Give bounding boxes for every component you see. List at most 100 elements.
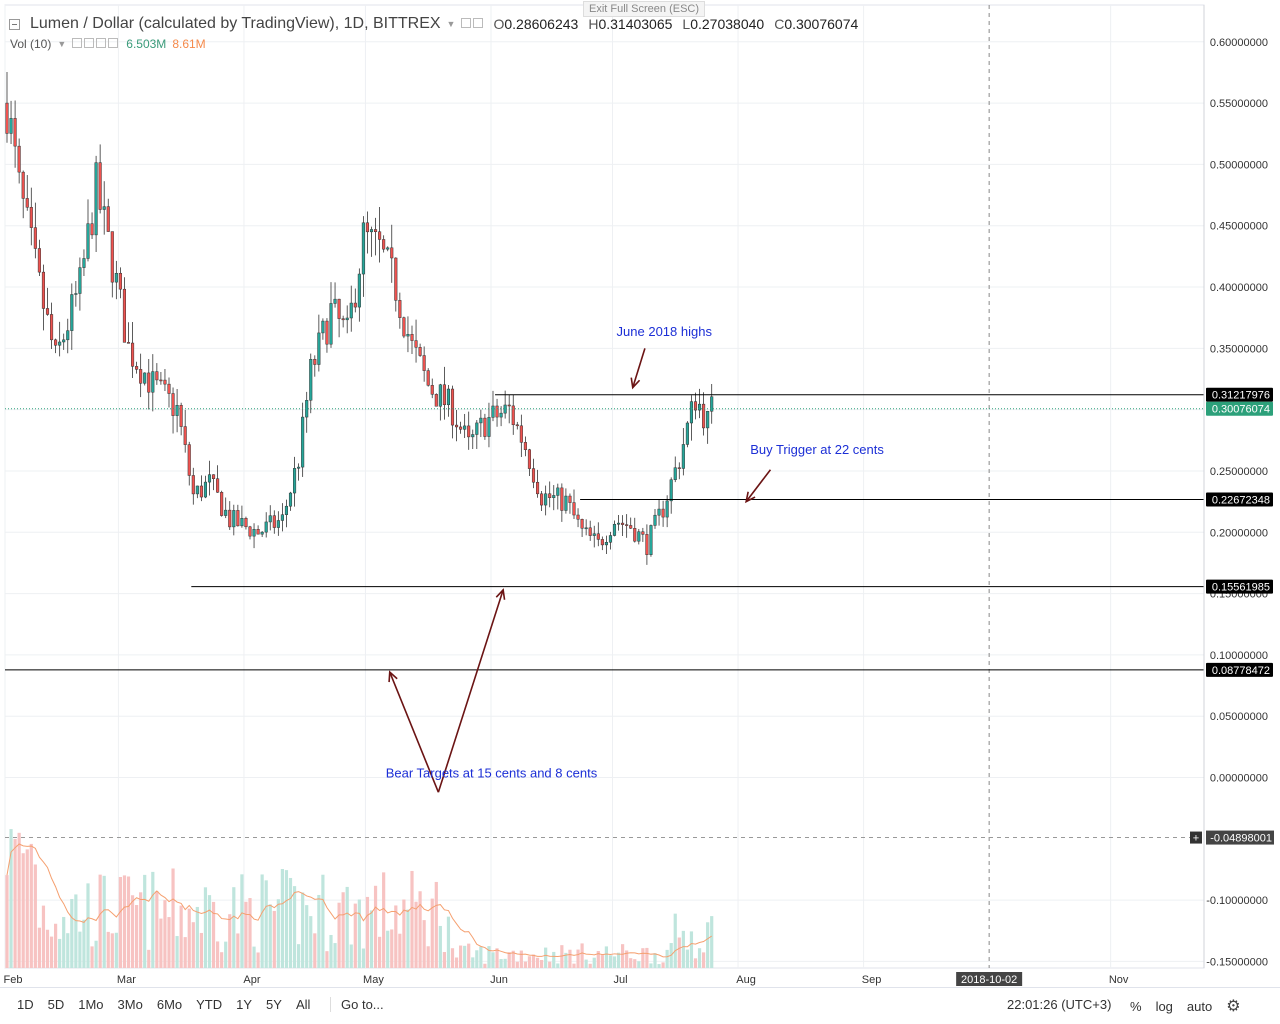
volume-bar	[175, 936, 179, 968]
volume-bar	[369, 910, 374, 968]
chevron-down-icon[interactable]: ▼	[446, 19, 456, 29]
period-1y[interactable]: 1Y	[236, 997, 253, 1012]
candle-body	[382, 239, 386, 250]
candle-body	[426, 370, 430, 386]
date-marker-label: 2018-10-02	[961, 974, 1017, 986]
candle-body	[434, 394, 438, 407]
period-5d[interactable]: 5D	[47, 997, 65, 1012]
candle-body	[131, 342, 135, 367]
gear-icon[interactable]: ⚙	[1226, 998, 1241, 1015]
volume-bar	[503, 958, 507, 968]
crosshair-label-bg	[1206, 830, 1274, 845]
symbol-title[interactable]: Lumen / Dollar (calculated by TradingVie…	[30, 15, 441, 32]
exit-fullscreen-button[interactable]: Exit Full Screen (ESC)	[583, 1, 705, 17]
scale-controls: % log auto ⚙	[1130, 996, 1241, 1016]
volume-bar	[507, 952, 511, 968]
collapse-icon[interactable]	[9, 18, 20, 30]
goto-date-button[interactable]: Go to...	[330, 997, 384, 1012]
eye-icon[interactable]	[461, 18, 472, 28]
eye-icon[interactable]	[72, 38, 83, 48]
candle-body	[256, 529, 260, 535]
y-tick-label: 0.00000000	[1210, 773, 1268, 785]
candle-body	[527, 449, 532, 469]
volume-bar	[195, 906, 199, 968]
volume-bar	[633, 959, 637, 968]
volume-bar	[252, 946, 256, 968]
volume-bar	[398, 933, 402, 968]
period-3mo[interactable]: 3Mo	[117, 997, 143, 1012]
candle-body	[25, 198, 29, 208]
period-1d[interactable]: 1D	[17, 997, 34, 1012]
candle-body	[135, 366, 139, 370]
volume-bar	[329, 934, 333, 968]
volume-bar	[641, 948, 645, 968]
volume-bar	[544, 947, 548, 968]
gear-icon[interactable]	[84, 38, 95, 48]
candle-body	[544, 493, 548, 506]
volume-bar	[256, 952, 260, 968]
volume-bar	[94, 940, 98, 968]
price-label-bg	[1206, 401, 1273, 416]
time-axis: Feb Mar Apr May Jun Jul Aug Sep Nov 2018-10-02	[4, 972, 1129, 986]
period-all[interactable]: All	[295, 997, 311, 1012]
volume-bar	[268, 904, 272, 968]
bottom-toolbar: 1D 5D 1Mo 3Mo 6Mo YTD 1Y 5Y All Go to...…	[0, 987, 1280, 1024]
x-tick-label: Jul	[613, 974, 627, 986]
volume-bar	[406, 909, 410, 968]
candle-body	[288, 492, 293, 507]
volume-bar	[191, 922, 195, 968]
candle-body	[390, 247, 394, 259]
volume-bar	[576, 949, 580, 968]
candle-body	[122, 288, 127, 343]
candle-body	[325, 320, 329, 345]
chevron-down-icon[interactable]: ▼	[57, 39, 67, 49]
auto-scale-toggle[interactable]: auto	[1186, 998, 1213, 1014]
volume-bar	[110, 933, 114, 968]
volume-bar	[17, 832, 21, 968]
candle-body	[572, 502, 576, 516]
volume-bar	[491, 952, 495, 968]
arrow-line	[745, 469, 772, 503]
candle-body	[641, 531, 645, 535]
percent-scale-toggle[interactable]: %	[1130, 998, 1142, 1014]
candle-body	[621, 522, 625, 525]
period-ytd[interactable]: YTD	[196, 997, 223, 1012]
candle-body	[179, 405, 183, 427]
candle-body	[199, 485, 203, 498]
volume-settings[interactable]	[72, 37, 120, 51]
candle-body	[673, 467, 677, 480]
arrow-head	[388, 670, 398, 683]
candle-body	[317, 332, 321, 365]
candle-body	[21, 171, 25, 199]
period-1mo[interactable]: 1Mo	[78, 997, 104, 1012]
volume-bar	[531, 954, 536, 968]
x-tick-label: Apr	[243, 974, 260, 986]
volume-bar	[288, 877, 293, 968]
period-6mo[interactable]: 6Mo	[156, 997, 183, 1012]
volume-bar	[309, 916, 313, 968]
log-scale-toggle[interactable]: log	[1155, 998, 1173, 1014]
volume-bar	[414, 901, 418, 968]
volume-bar	[467, 943, 471, 968]
volume-bar	[118, 876, 122, 968]
chart-canvas[interactable]: 0.60000000 0.55000000 0.50000000 0.45000000…	[0, 0, 1280, 987]
volume-bar	[155, 891, 159, 968]
series-settings[interactable]	[461, 15, 485, 33]
volume-bar	[58, 938, 62, 968]
volume-bar	[487, 946, 491, 968]
candle-body	[438, 384, 442, 407]
close-icon[interactable]	[108, 38, 119, 48]
price-label-bg	[1206, 492, 1273, 507]
volume-bar	[280, 868, 284, 968]
add-icon[interactable]	[96, 38, 107, 48]
clock-timezone[interactable]: 22:01:26 (UTC+3)	[1007, 997, 1112, 1012]
gear-icon[interactable]	[473, 18, 484, 28]
volume-bar	[260, 874, 264, 968]
volume-bar	[276, 899, 280, 968]
add-icon: +	[1193, 833, 1199, 845]
period-5y[interactable]: 5Y	[266, 997, 282, 1012]
arrow-line	[389, 671, 440, 793]
volume-ma-line	[6, 843, 712, 958]
candle-body	[560, 487, 564, 511]
volume-label[interactable]: Vol (10)	[10, 37, 52, 51]
